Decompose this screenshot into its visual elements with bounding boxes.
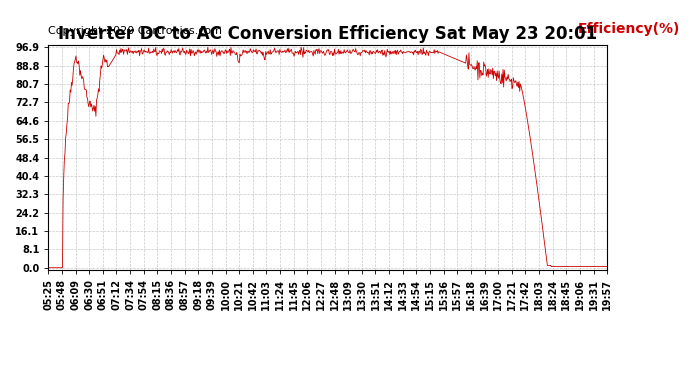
Text: Efficiency(%): Efficiency(%) <box>578 22 680 36</box>
Text: Copyright 2020 Cartronics.com: Copyright 2020 Cartronics.com <box>48 26 222 36</box>
Title: Inverter DC to AC Conversion Efficiency Sat May 23 20:01: Inverter DC to AC Conversion Efficiency … <box>58 26 598 44</box>
